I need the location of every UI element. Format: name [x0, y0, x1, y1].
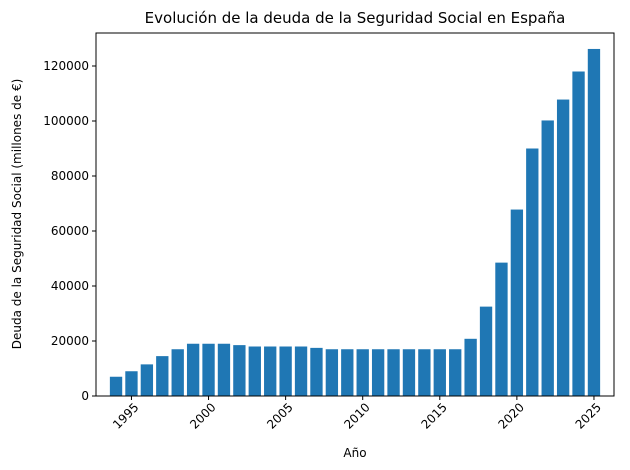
x-tick-label: 2000: [187, 400, 218, 431]
x-tick-label: 2005: [264, 400, 295, 431]
x-tick-label: 2020: [495, 400, 526, 431]
bar-1999: [186, 343, 200, 396]
bar-2002: [233, 345, 246, 396]
x-tick-label: 2010: [341, 400, 372, 431]
bar-2004: [264, 346, 277, 396]
bar-2024: [572, 71, 585, 396]
bar-2019: [495, 262, 508, 396]
bar-2016: [449, 349, 462, 396]
bar-2011: [371, 349, 385, 396]
bar-2022: [541, 120, 554, 396]
bar-2010: [356, 349, 369, 396]
x-axis-ticks: 1995 2000 2005 2010 2015 2020 2025: [110, 396, 604, 432]
y-axis-label: Deuda de la Seguridad Social (millones d…: [10, 79, 24, 350]
bar-2000: [202, 343, 215, 396]
bar-2013: [402, 349, 416, 396]
bar-2023: [556, 99, 570, 397]
y-tick-label: 0: [81, 389, 89, 403]
bar-2009: [341, 349, 354, 396]
bar-2025: [587, 48, 601, 396]
bar-2020: [510, 209, 524, 396]
bars-group: [109, 48, 601, 397]
bar-2005: [279, 346, 292, 396]
bar-2014: [418, 349, 431, 396]
y-tick-label: 40000: [51, 279, 89, 293]
x-tick-label: 2025: [573, 400, 604, 431]
plot-frame: [95, 32, 615, 397]
y-tick-label: 20000: [51, 334, 89, 348]
bar-1998: [171, 349, 184, 396]
bar-1997: [156, 356, 169, 396]
y-axis-ticks: 0 20000 40000 60000 80000 100000 120000: [43, 59, 96, 403]
y-tick-label: 80000: [51, 169, 89, 183]
bar-2015: [433, 349, 446, 396]
bar-2006: [294, 346, 308, 396]
bar-2003: [248, 346, 261, 396]
bar-2001: [217, 343, 231, 396]
x-tick-label: 1995: [110, 400, 141, 431]
chart-title: Evolución de la deuda de la Seguridad So…: [145, 9, 566, 27]
bar-2007: [310, 347, 323, 396]
bar-2012: [387, 349, 400, 396]
bar-2008: [325, 349, 339, 396]
bar-1994: [109, 376, 123, 396]
x-tick-label: 2015: [418, 400, 449, 431]
bar-2021: [526, 148, 539, 396]
y-tick-label: 60000: [51, 224, 89, 238]
x-axis-label: Año: [343, 446, 366, 460]
y-tick-label: 100000: [43, 114, 89, 128]
bar-2017: [464, 338, 477, 396]
bar-1996: [140, 364, 154, 396]
bar-1995: [125, 371, 138, 396]
bar-2018: [479, 306, 493, 396]
y-tick-label: 120000: [43, 59, 89, 73]
